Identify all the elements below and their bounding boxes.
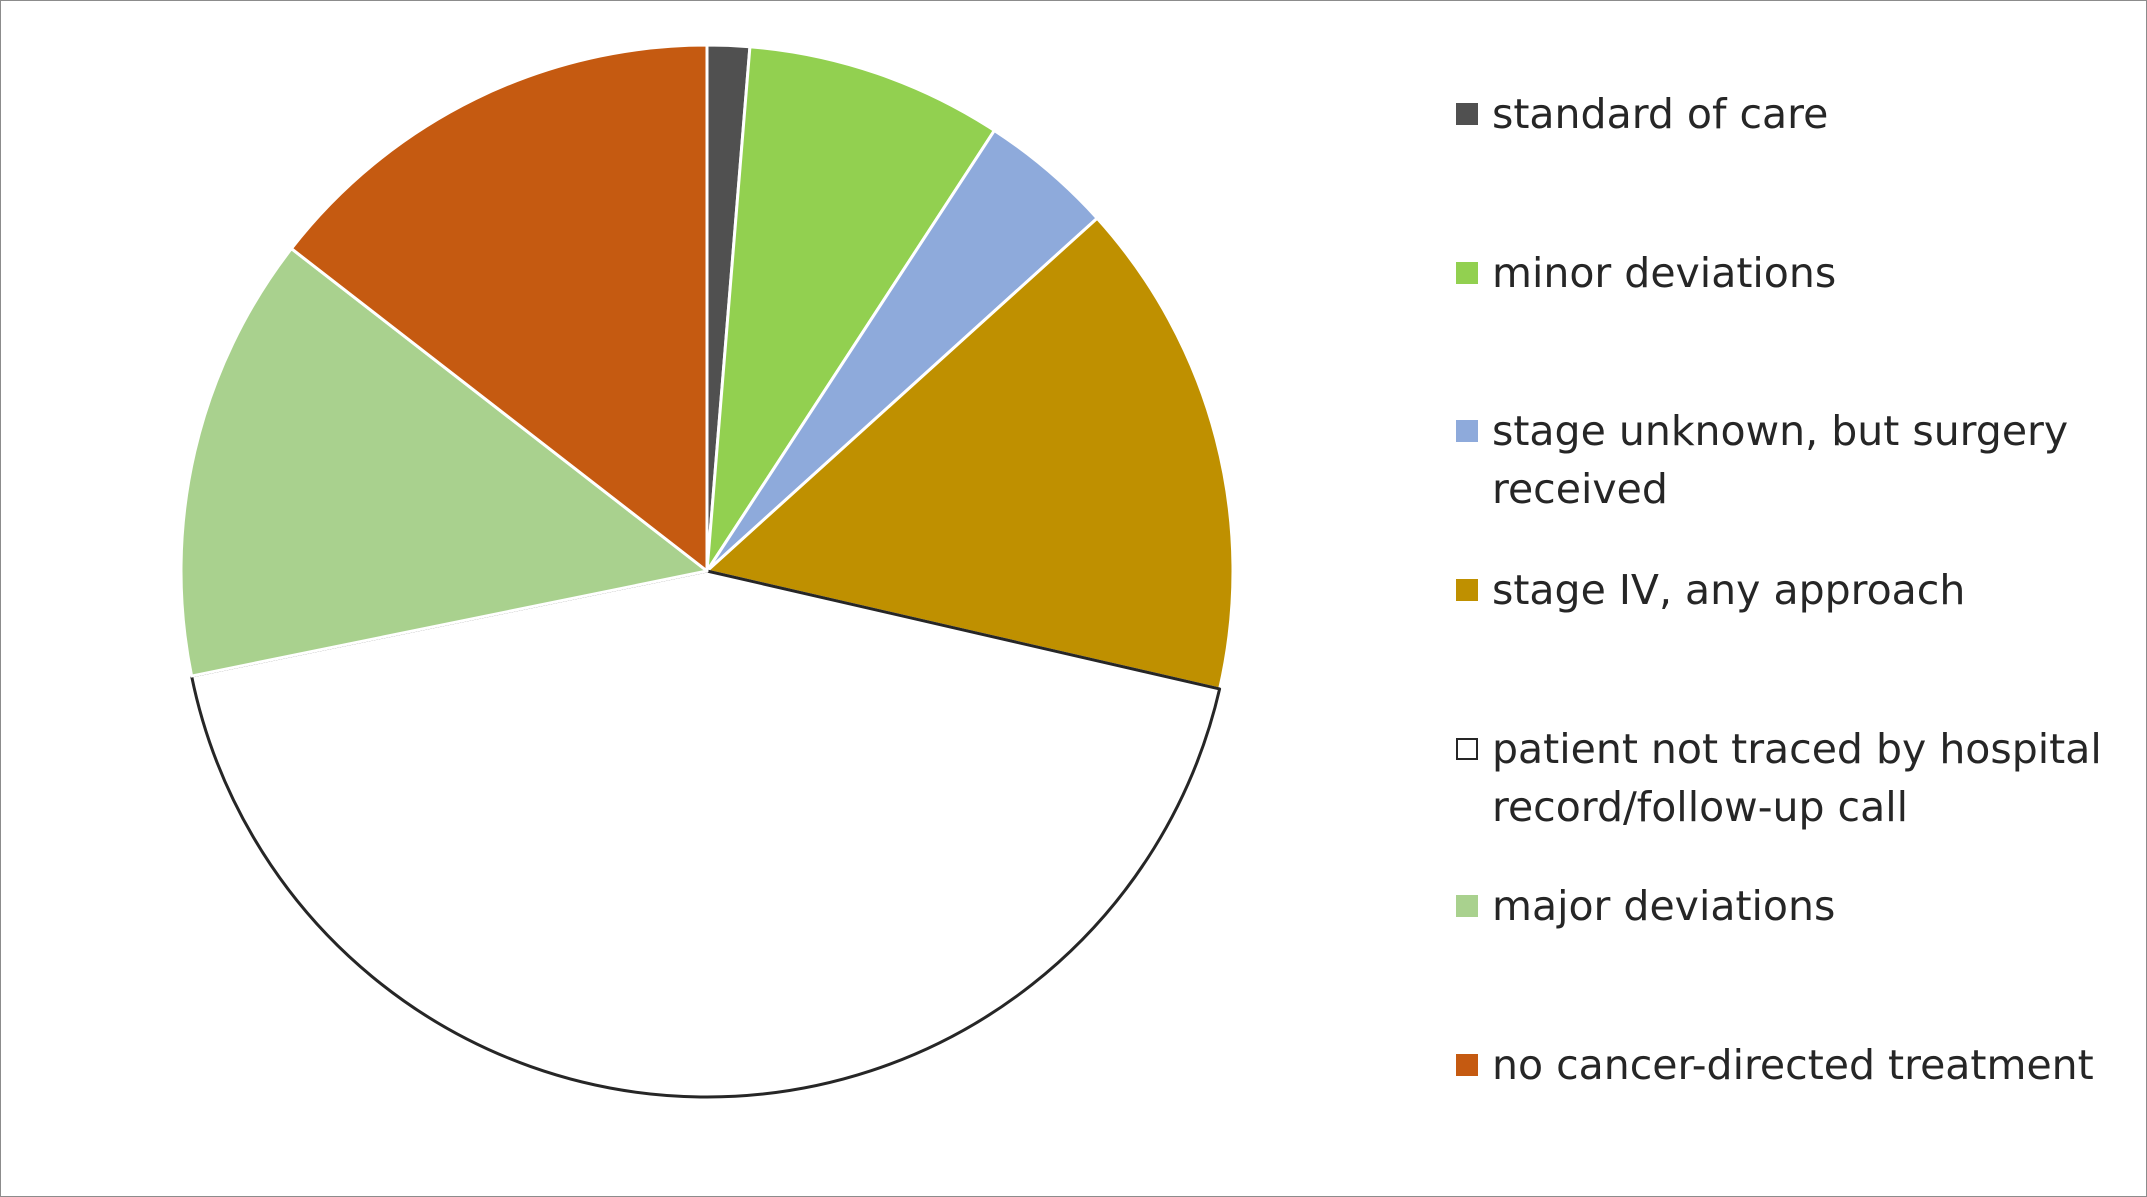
legend-swatch [1456,579,1478,601]
legend-label: minor deviations [1492,249,1837,297]
legend-swatch [1456,262,1478,284]
legend-label: stage IV, any approach [1492,566,1966,614]
legend-label: standard of care [1492,90,1829,138]
pie-slice-minor-deviations [705,45,996,573]
legend-label: no cancer-directed treatment [1492,1041,2094,1089]
pie-slice-major-deviations [179,247,709,678]
pie-slice-stage-iv [705,216,1235,691]
legend-label: stage unknown, but surgery received [1492,407,2069,513]
legend-label: patient not traced by hospital record/fo… [1492,725,2102,831]
pie-slice-no-cancer-directed-treatment [289,43,709,573]
legend-swatch [1456,895,1478,917]
pie-slice-patient-not-traced [190,569,1222,1099]
legend-swatch [1456,738,1478,760]
legend: standard of care minor deviations stage … [1452,0,2132,1197]
legend-swatch [1456,103,1478,125]
legend-swatch [1456,420,1478,442]
legend-label: major deviations [1492,882,1836,930]
legend-swatch [1456,1054,1478,1076]
